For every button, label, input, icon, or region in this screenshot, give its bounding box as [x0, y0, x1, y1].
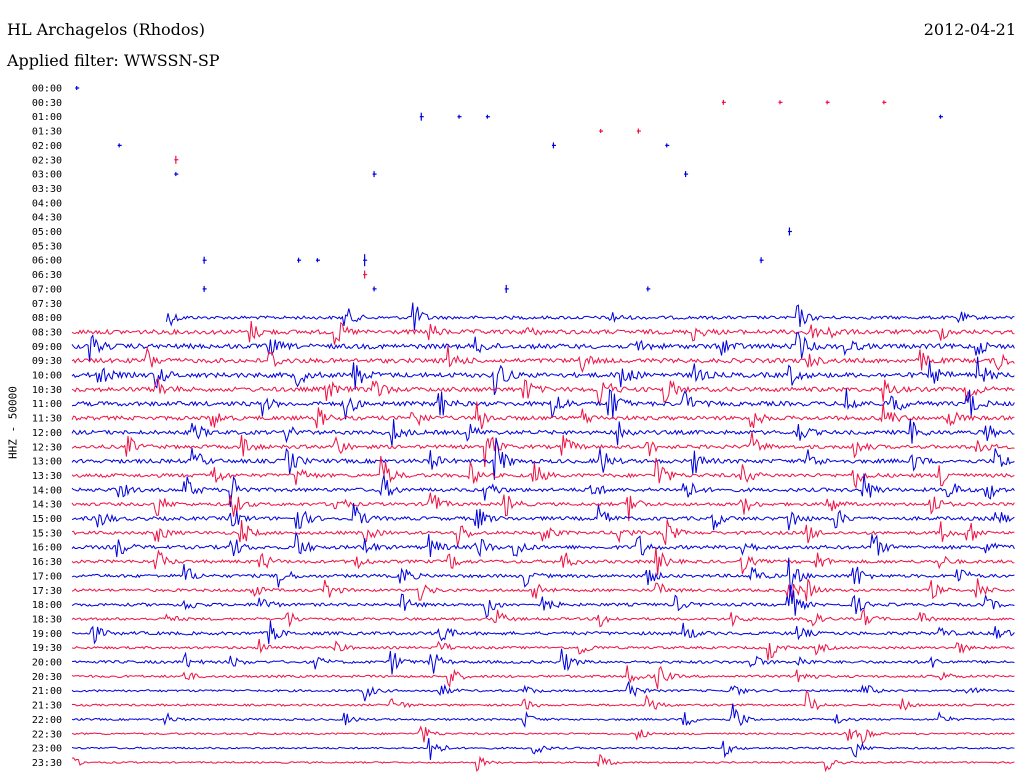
trace-line	[71, 492, 1015, 522]
row-time-label: 15:00	[32, 514, 62, 525]
applied-filter-label: Applied filter: WWSSN-SP	[7, 51, 220, 70]
row-time-label: 13:30	[32, 471, 62, 482]
trace-line	[71, 345, 1015, 373]
trace-line	[71, 703, 1015, 728]
row-time-label: 11:30	[32, 414, 62, 425]
row-time-label: 01:30	[32, 127, 62, 138]
trace-line	[71, 401, 1015, 430]
record-date: 2012-04-21	[923, 20, 1016, 39]
row-time-label: 06:30	[32, 270, 62, 281]
row-time-label: 16:00	[32, 543, 62, 554]
trace-line	[71, 356, 1015, 395]
trace-line	[71, 737, 1015, 760]
trace-line	[71, 519, 1015, 546]
row-time-label: 21:30	[32, 701, 62, 712]
row-time-label: 14:30	[32, 500, 62, 511]
row-time-label: 21:00	[32, 686, 62, 697]
row-time-label: 10:30	[32, 385, 62, 396]
row-time-label: 09:30	[32, 356, 62, 367]
trace-line	[71, 388, 1015, 420]
trace-line	[71, 378, 1015, 405]
trace-line	[71, 419, 1015, 447]
row-time-label: 18:30	[32, 614, 62, 625]
row-time-label: 01:00	[32, 112, 62, 123]
row-time-label: 05:00	[32, 227, 62, 238]
trace-line	[71, 638, 1015, 661]
row-time-label: 11:00	[32, 399, 62, 410]
row-time-label: 08:30	[32, 327, 62, 338]
row-time-label: 03:30	[32, 184, 62, 195]
trace-line	[71, 584, 1015, 619]
row-time-label: 19:30	[32, 643, 62, 654]
row-time-label: 15:30	[32, 528, 62, 539]
trace-line	[71, 620, 1015, 645]
row-time-label: 18:00	[32, 600, 62, 611]
row-time-label: 04:00	[32, 198, 62, 209]
trace-line	[71, 321, 1015, 345]
trace-line	[71, 473, 1015, 508]
trace-line	[71, 431, 1015, 468]
row-time-label: 22:30	[32, 729, 62, 740]
row-time-label: 06:00	[32, 256, 62, 267]
row-time-label: 23:30	[32, 758, 62, 769]
trace-line	[71, 689, 1015, 711]
trace-line	[165, 302, 1015, 331]
trace-line	[71, 608, 1015, 628]
row-time-label: 00:30	[32, 98, 62, 109]
trace-line	[71, 681, 1015, 702]
row-time-label: 12:30	[32, 442, 62, 453]
trace-line	[71, 437, 1015, 480]
row-time-label: 02:30	[32, 155, 62, 166]
row-time-label: 20:30	[32, 672, 62, 683]
trace-line	[71, 502, 1015, 531]
row-time-label: 12:00	[32, 428, 62, 439]
row-time-label: 19:00	[32, 629, 62, 640]
row-time-label: 20:00	[32, 658, 62, 669]
trace-line	[71, 648, 1015, 675]
row-time-label: 02:00	[32, 141, 62, 152]
trace-line	[71, 332, 1015, 362]
row-time-label: 23:00	[32, 744, 62, 755]
trace-line	[71, 547, 1015, 576]
row-time-label: 17:30	[32, 586, 62, 597]
row-time-label: 05:30	[32, 241, 62, 252]
row-time-label: 16:30	[32, 557, 62, 568]
row-time-label: 14:00	[32, 485, 62, 496]
trace-line	[71, 530, 1015, 558]
trace-line	[71, 557, 1015, 594]
trace-line	[71, 455, 1015, 490]
row-time-label: 13:00	[32, 457, 62, 468]
trace-line	[71, 578, 1015, 602]
row-time-label: 07:30	[32, 299, 62, 310]
row-time-label: 04:30	[32, 213, 62, 224]
row-time-label: 07:00	[32, 284, 62, 295]
row-time-label: 17:00	[32, 571, 62, 582]
row-time-label: 10:00	[32, 371, 62, 382]
station-title: HL Archagelos (Rhodos)	[7, 20, 205, 39]
trace-line	[71, 725, 1015, 744]
row-time-label: 22:00	[32, 715, 62, 726]
row-time-label: 08:00	[32, 313, 62, 324]
row-time-label: 00:00	[32, 84, 62, 95]
row-time-label: 09:00	[32, 342, 62, 353]
row-time-label: 03:00	[32, 170, 62, 181]
trace-line	[71, 665, 1015, 689]
trace-line	[71, 753, 1015, 773]
